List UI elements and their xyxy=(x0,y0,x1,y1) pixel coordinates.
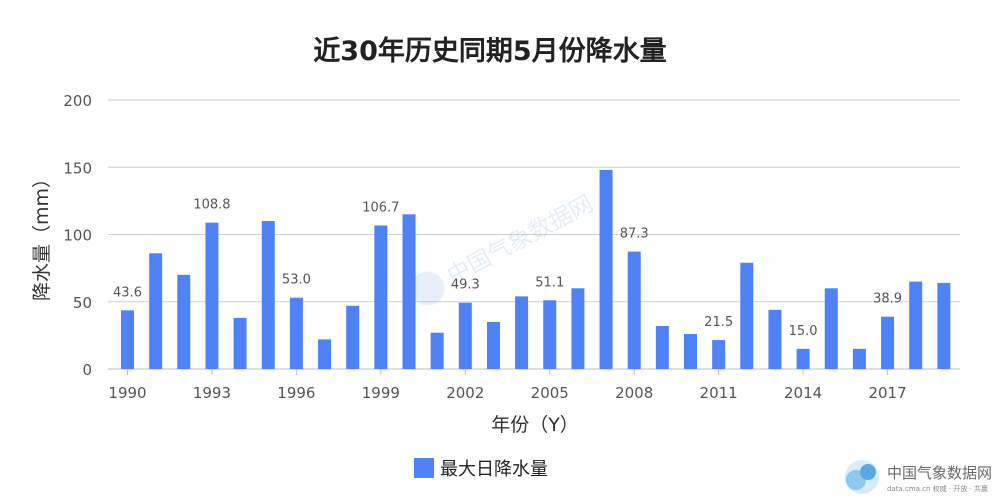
watermark-text: 中国气象数据网 xyxy=(443,191,597,290)
bar-2002 xyxy=(458,302,472,369)
bar-1998 xyxy=(346,305,360,369)
data-label-2011: 21.5 xyxy=(704,315,733,330)
y-tick-label: 150 xyxy=(63,159,92,177)
chart-title: 近30年历史同期5月份降水量 xyxy=(313,35,666,67)
y-tick-label: 100 xyxy=(63,227,92,245)
y-axis-label: 降水量（mm） xyxy=(31,169,53,301)
bar-1993 xyxy=(205,222,219,369)
corner-watermark-name: 中国气象数据网 xyxy=(887,464,992,482)
y-tick-label: 200 xyxy=(63,92,92,110)
bar-2001 xyxy=(430,332,444,369)
bar-1991 xyxy=(149,253,163,369)
bar-1992 xyxy=(177,274,191,369)
bar-1999 xyxy=(374,225,388,369)
center-watermark: 中国气象数据网 xyxy=(410,191,598,306)
legend-label: 最大日降水量 xyxy=(440,459,548,480)
bar-1994 xyxy=(233,317,247,369)
bar-2009 xyxy=(655,325,669,369)
data-label-1993: 108.8 xyxy=(193,198,230,213)
bar-2015 xyxy=(824,288,838,369)
corner-watermark-url: data.cma.cn 权威 · 开放 · 共赢 xyxy=(887,484,988,493)
data-label-1999: 106.7 xyxy=(362,200,399,215)
x-tick-label: 2002 xyxy=(446,384,484,402)
bar-2019 xyxy=(937,282,951,369)
x-axis-label: 年份（Y） xyxy=(491,414,579,436)
legend-swatch xyxy=(414,458,434,478)
bar-2010 xyxy=(684,334,697,369)
bar-1997 xyxy=(318,339,332,369)
bar-2004 xyxy=(515,296,529,369)
x-tick-label: 2017 xyxy=(868,384,906,402)
y-axis-ticks: 0 50 100 150 200 xyxy=(63,92,92,379)
x-tick-label: 2005 xyxy=(531,384,569,402)
bar-1995 xyxy=(261,221,275,369)
bar-2013 xyxy=(768,309,782,369)
bar-1990 xyxy=(121,310,134,369)
bar-2017 xyxy=(881,316,895,369)
bar-series xyxy=(121,169,951,369)
cma-logo-icon xyxy=(845,460,879,494)
data-label-2002: 49.3 xyxy=(451,278,480,293)
bar-2005 xyxy=(543,300,557,369)
x-axis-ticks: 1990 1993 1996 1999 2002 2005 2008 2011 2014 2017 xyxy=(108,369,907,402)
gridlines xyxy=(108,99,960,370)
data-label-2008: 87.3 xyxy=(620,227,649,242)
bar-2008 xyxy=(627,251,641,369)
bar-2006 xyxy=(571,288,585,369)
y-tick-label: 0 xyxy=(82,361,92,379)
data-label-2014: 15.0 xyxy=(789,324,818,339)
data-label-1990: 43.6 xyxy=(113,285,142,300)
x-tick-label: 1993 xyxy=(193,384,231,402)
x-tick-label: 1999 xyxy=(362,384,400,402)
data-label-2017: 38.9 xyxy=(873,292,902,307)
bar-2014 xyxy=(796,348,810,369)
corner-watermark: 中国气象数据网 data.cma.cn 权威 · 开放 · 共赢 xyxy=(845,460,992,494)
bar-2000 xyxy=(402,214,416,369)
bar-2016 xyxy=(852,348,866,369)
bar-2003 xyxy=(486,321,500,369)
legend: 最大日降水量 xyxy=(414,458,548,480)
bar-2018 xyxy=(909,281,923,369)
bar-2012 xyxy=(740,262,754,369)
data-labels: 43.6 108.8 53.0 106.7 49.3 51.1 87.3 21.5 15.0 38… xyxy=(113,198,902,339)
x-tick-label: 2011 xyxy=(700,384,738,402)
data-label-2005: 51.1 xyxy=(535,275,564,290)
y-tick-label: 50 xyxy=(73,294,92,312)
bar-2011 xyxy=(712,340,726,369)
x-tick-label: 2014 xyxy=(784,384,822,402)
bar-1996 xyxy=(289,297,303,369)
x-tick-label: 1996 xyxy=(277,384,315,402)
bar-2007 xyxy=(599,169,613,369)
data-label-1996: 53.0 xyxy=(282,273,311,288)
x-tick-label: 1990 xyxy=(108,384,146,402)
x-tick-label: 2008 xyxy=(615,384,653,402)
watermark-logo-icon xyxy=(410,271,445,306)
